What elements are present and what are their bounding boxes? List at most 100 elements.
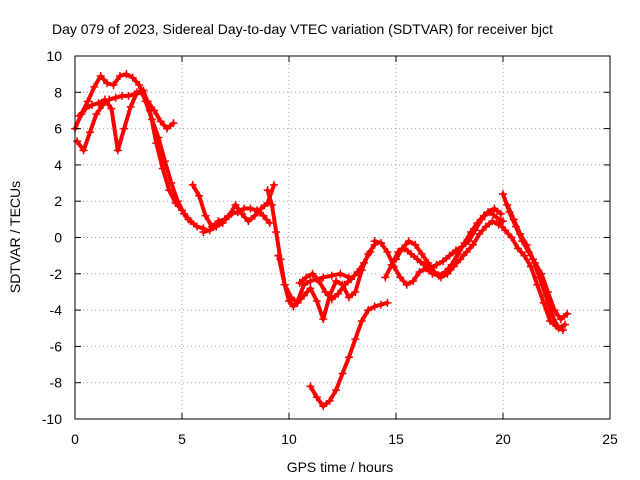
data-point-marker	[90, 82, 99, 91]
data-point-marker	[458, 242, 467, 251]
data-point-marker	[383, 298, 392, 307]
data-point-marker	[499, 189, 507, 198]
data-point-marker	[88, 101, 97, 110]
data-point-marker	[314, 277, 323, 286]
data-point-marker	[280, 280, 289, 289]
data-point-marker	[528, 255, 537, 264]
y-tick-label: 10	[46, 48, 62, 64]
series-line	[77, 88, 191, 222]
data-point-marker	[287, 293, 296, 302]
data-point-marker	[250, 211, 259, 220]
data-point-marker	[270, 180, 279, 189]
data-point-marker	[319, 402, 328, 411]
y-tick-label: -4	[50, 302, 63, 318]
data-point-marker	[299, 291, 308, 300]
data-point-marker	[109, 81, 118, 90]
data-point-marker	[336, 269, 345, 278]
axis-ticks: 0 5 10 15 20 25 -10 -8 -6 -4 -2 0 2 4 6 8 10	[42, 48, 618, 447]
data-point-marker	[381, 273, 390, 282]
data-point-marker	[417, 249, 426, 258]
data-point-marker	[205, 226, 214, 235]
y-tick-label: 4	[54, 157, 62, 173]
x-tick-label: 20	[495, 431, 511, 447]
chart-title: Day 079 of 2023, Sidereal Day-to-day VTE…	[52, 21, 553, 37]
data-point-marker	[212, 222, 221, 231]
data-point-marker	[415, 267, 424, 276]
data-point-marker	[548, 311, 557, 320]
data-point-marker	[295, 278, 304, 287]
data-point-marker	[135, 81, 144, 90]
data-point-marker	[308, 269, 317, 278]
data-point-marker	[351, 335, 360, 344]
data-point-marker	[451, 246, 460, 255]
data-point-marker	[120, 124, 129, 133]
data-point-marker	[92, 110, 101, 119]
series-line	[276, 242, 377, 322]
data-point-marker	[387, 260, 396, 269]
data-point-marker	[398, 244, 407, 253]
data-point-marker	[237, 209, 246, 218]
data-point-marker	[370, 237, 379, 246]
data-point-marker	[293, 298, 302, 307]
series-track-8	[295, 248, 375, 304]
data-point-marker	[178, 206, 186, 215]
data-point-marker	[327, 271, 336, 280]
data-point-marker	[332, 385, 341, 394]
data-point-marker	[267, 200, 276, 209]
data-point-marker	[344, 293, 353, 302]
y-tick-label: 8	[54, 84, 62, 100]
data-point-marker	[347, 275, 356, 284]
data-point-marker	[411, 240, 420, 249]
data-point-marker	[158, 164, 167, 173]
data-point-marker	[81, 104, 90, 113]
data-point-marker	[306, 382, 315, 391]
data-point-marker	[430, 267, 439, 276]
data-point-marker	[507, 233, 516, 242]
series-track-14	[494, 218, 567, 335]
series-track-12	[392, 217, 503, 282]
data-point-marker	[556, 315, 565, 324]
data-point-marker	[464, 237, 473, 246]
data-point-marker	[145, 106, 154, 115]
data-point-marker	[115, 71, 124, 80]
x-tick-label: 5	[178, 431, 186, 447]
data-point-marker	[492, 213, 501, 222]
data-point-marker	[471, 226, 480, 235]
data-point-marker	[436, 273, 445, 282]
series-track-7	[274, 240, 379, 324]
y-tick-label: 2	[54, 193, 62, 209]
y-tick-label: -8	[50, 375, 63, 391]
data-point-marker	[122, 70, 131, 79]
data-point-marker	[302, 273, 311, 282]
data-point-marker	[113, 146, 122, 155]
data-point-marker	[111, 93, 120, 102]
data-series	[71, 70, 572, 411]
data-point-marker	[263, 186, 272, 195]
data-point-marker	[496, 209, 505, 218]
y-tick-label: -6	[50, 338, 63, 354]
data-point-marker	[404, 237, 413, 246]
data-point-marker	[156, 117, 165, 126]
data-point-marker	[289, 302, 298, 311]
data-point-marker	[370, 302, 379, 311]
data-point-marker	[351, 287, 360, 296]
data-point-marker	[334, 289, 343, 298]
series-line	[73, 72, 206, 231]
data-point-marker	[561, 320, 570, 329]
data-point-marker	[520, 251, 529, 260]
y-axis-title: SDTVAR / TECUs	[7, 181, 23, 293]
data-point-marker	[456, 255, 465, 264]
data-point-marker	[340, 280, 349, 289]
grid	[75, 56, 610, 419]
data-point-marker	[272, 228, 281, 237]
data-point-marker	[107, 104, 116, 113]
data-point-marker	[100, 95, 109, 104]
data-point-marker	[357, 316, 366, 325]
data-point-marker	[244, 217, 253, 226]
data-point-marker	[513, 244, 522, 253]
data-point-marker	[509, 215, 518, 224]
y-tick-label: 0	[54, 230, 62, 246]
data-point-marker	[163, 124, 172, 133]
data-point-marker	[96, 71, 105, 80]
data-point-marker	[319, 315, 328, 324]
